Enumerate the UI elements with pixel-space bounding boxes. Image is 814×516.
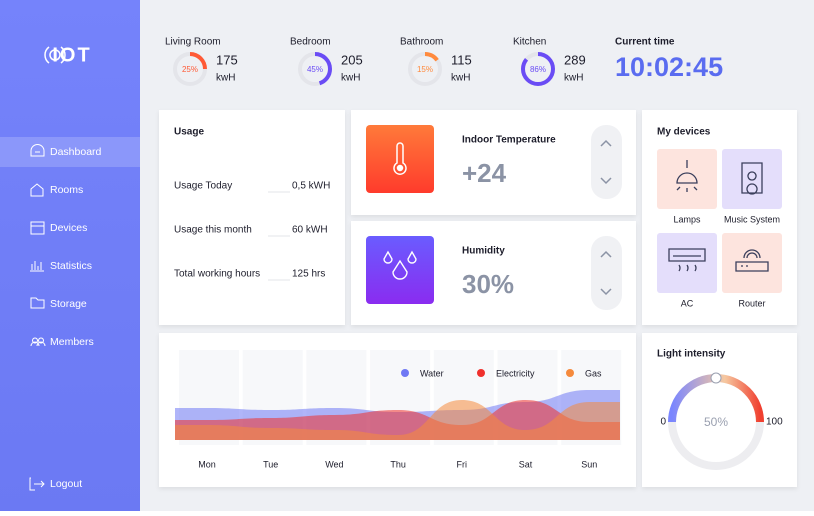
- room-usage: 289: [564, 52, 586, 67]
- x-label: Thu: [390, 459, 406, 469]
- room-percent: 86%: [530, 65, 546, 74]
- room-usage: 115: [451, 52, 472, 67]
- room-gauge: [408, 52, 442, 86]
- temperature-value: +24: [462, 158, 507, 188]
- x-label: Sun: [581, 459, 597, 469]
- room-gauge: [298, 52, 332, 86]
- gauge-knob[interactable]: [710, 372, 722, 384]
- nav-icon[interactable]: [30, 183, 44, 197]
- sidebar: [0, 0, 140, 511]
- temperature-stepper: [591, 125, 622, 199]
- temperature-up[interactable]: [600, 139, 612, 147]
- usage-card: [159, 110, 345, 325]
- device-tile[interactable]: [722, 149, 782, 209]
- nav-icon[interactable]: [30, 144, 45, 157]
- device-name: AC: [681, 298, 694, 308]
- logo: IOT: [44, 44, 91, 66]
- device-icon: [668, 248, 706, 272]
- gauge-label: 50%: [704, 415, 728, 429]
- usage-label: Usage this month: [174, 225, 252, 236]
- room-unit: kwH: [451, 73, 470, 84]
- gauge-max: 100: [766, 417, 783, 428]
- x-label: Tue: [263, 459, 278, 469]
- room-gauge: [521, 52, 555, 86]
- room-name: Bathroom: [400, 37, 443, 48]
- light-card: [642, 333, 797, 487]
- room-unit: kwH: [564, 73, 583, 84]
- humidity-up[interactable]: [600, 250, 612, 258]
- device-icon: [741, 162, 763, 195]
- device-name: Music System: [724, 214, 780, 224]
- room-usage: 205: [341, 52, 363, 67]
- legend-dot: [477, 369, 485, 377]
- x-label: Wed: [325, 459, 343, 469]
- room-usage: 175: [216, 52, 238, 67]
- x-label: Sat: [519, 459, 533, 469]
- legend-dot: [566, 369, 574, 377]
- device-name: Lamps: [673, 214, 701, 224]
- nav-item[interactable]: Dashboard: [50, 146, 102, 158]
- x-label: Fri: [457, 459, 468, 469]
- legend-dot: [401, 369, 409, 377]
- device-name: Router: [738, 298, 765, 308]
- gauge-min: 0: [660, 417, 666, 428]
- temperature-title: Indoor Temperature: [462, 135, 556, 146]
- logo-text: IOT: [52, 44, 91, 66]
- humidity-down[interactable]: [600, 288, 612, 296]
- device-tile[interactable]: [657, 149, 717, 209]
- room-name: Bedroom: [290, 37, 331, 48]
- nav-item[interactable]: Storage: [50, 298, 87, 310]
- usage-value: 0,5 kWH: [292, 181, 330, 192]
- room-unit: kwH: [341, 73, 360, 84]
- devices-title: My devices: [657, 127, 711, 138]
- device-tile[interactable]: [722, 233, 782, 293]
- usage-label: Usage Today: [174, 181, 232, 192]
- thermometer: [393, 142, 407, 175]
- usage-value: 125 hrs: [292, 269, 325, 280]
- humidity-value: 30%: [462, 269, 514, 299]
- nav-item[interactable]: Rooms: [50, 184, 83, 196]
- room-percent: 25%: [182, 65, 198, 74]
- nav-icon[interactable]: [30, 261, 44, 272]
- logout-icon[interactable]: [29, 477, 45, 491]
- nav-item[interactable]: Statistics: [50, 260, 92, 272]
- usage-title: Usage: [174, 127, 204, 138]
- device-icon: [676, 160, 698, 192]
- room-unit: kwH: [216, 73, 235, 84]
- active-nav: [0, 137, 140, 167]
- room-name: Kitchen: [513, 37, 546, 48]
- usage-value: 60 kWH: [292, 225, 328, 236]
- area-2: [175, 400, 620, 440]
- x-label: Mon: [198, 459, 216, 469]
- humidity-icon: [366, 236, 434, 304]
- humidity-stepper: [591, 236, 622, 310]
- light-title: Light intensity: [657, 349, 726, 360]
- humidity-title: Humidity: [462, 246, 505, 257]
- legend-label: Water: [420, 368, 444, 378]
- legend-label: Gas: [585, 368, 602, 378]
- drops: [383, 250, 417, 280]
- room-gauge: [173, 52, 207, 86]
- logout[interactable]: Logout: [50, 478, 82, 490]
- room-percent: 15%: [417, 65, 433, 74]
- usage-label: Total working hours: [174, 269, 260, 280]
- legend-label: Electricity: [496, 368, 535, 378]
- device-icon: [735, 249, 769, 272]
- room-name: Living Room: [165, 37, 221, 48]
- nav-icon[interactable]: [30, 221, 45, 235]
- time-label: Current time: [615, 37, 675, 48]
- nav-icon[interactable]: [30, 297, 45, 309]
- nav-item[interactable]: Devices: [50, 222, 87, 234]
- temperature-icon: [366, 125, 434, 193]
- temperature-down[interactable]: [600, 177, 612, 185]
- room-percent: 45%: [307, 65, 323, 74]
- nav-icon[interactable]: [30, 337, 46, 347]
- device-tile[interactable]: [657, 233, 717, 293]
- nav-item[interactable]: Members: [50, 336, 94, 348]
- time-value: 10:02:45: [615, 52, 723, 82]
